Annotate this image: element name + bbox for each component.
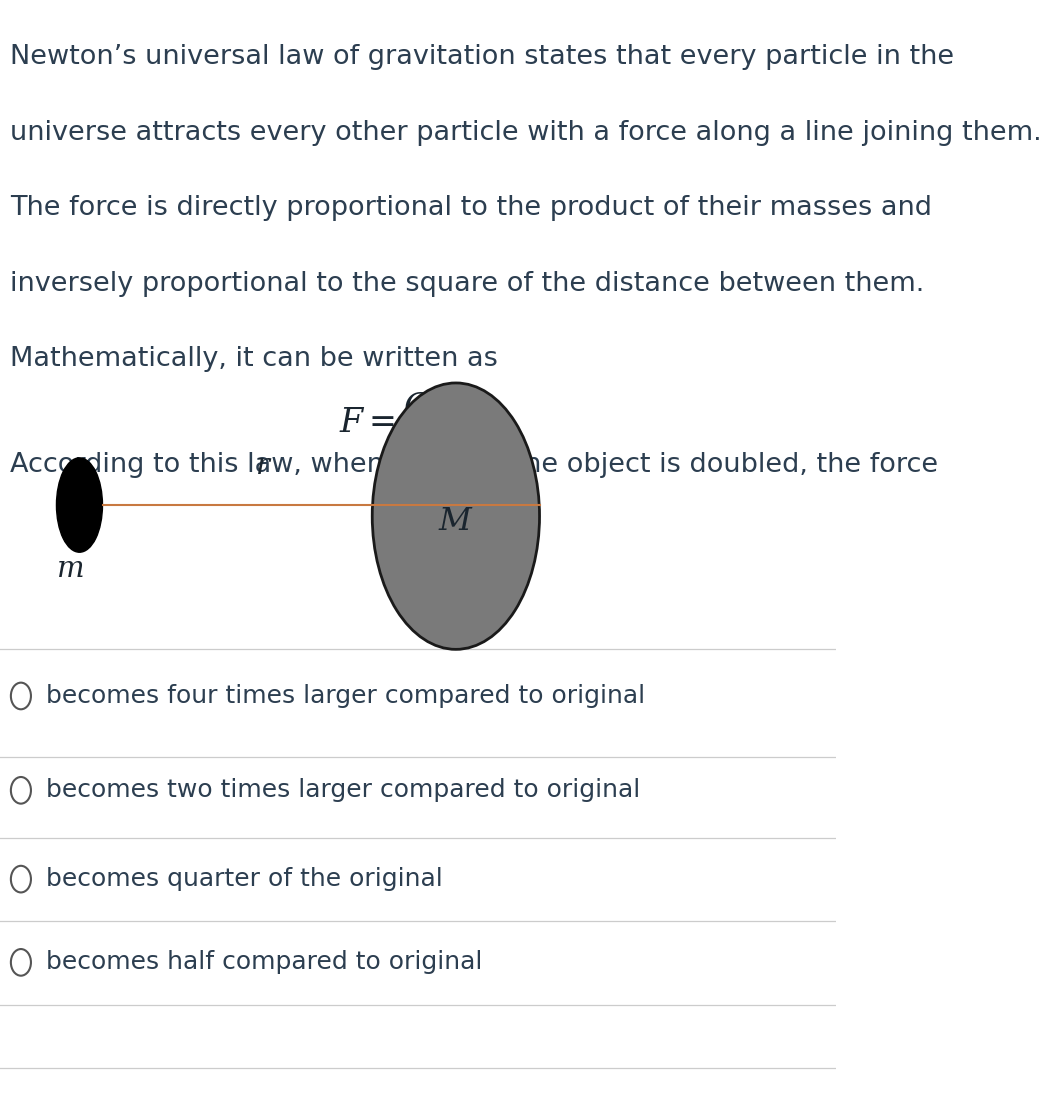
Text: $r$: $r$ bbox=[255, 452, 272, 480]
Text: $F = \dfrac{GMm}{r^2}$: $F = \dfrac{GMm}{r^2}$ bbox=[339, 391, 497, 461]
Ellipse shape bbox=[56, 457, 103, 552]
Text: The force is directly proportional to the product of their masses and: The force is directly proportional to th… bbox=[10, 195, 932, 221]
Text: inversely proportional to the square of the distance between them.: inversely proportional to the square of … bbox=[10, 271, 925, 296]
Text: Newton’s universal law of gravitation states that every particle in the: Newton’s universal law of gravitation st… bbox=[10, 44, 954, 70]
Text: universe attracts every other particle with a force along a line joining them.: universe attracts every other particle w… bbox=[10, 120, 1042, 145]
Text: becomes half compared to original: becomes half compared to original bbox=[45, 950, 482, 975]
Text: becomes quarter of the original: becomes quarter of the original bbox=[45, 867, 442, 891]
Text: Mathematically, it can be written as: Mathematically, it can be written as bbox=[10, 346, 498, 372]
Text: $m$: $m$ bbox=[56, 555, 84, 583]
Text: According to this law, when mass of one object is doubled, the force: According to this law, when mass of one … bbox=[10, 452, 938, 477]
Text: $M$: $M$ bbox=[438, 506, 474, 537]
Text: becomes two times larger compared to original: becomes two times larger compared to ori… bbox=[45, 778, 640, 803]
Text: becomes four times larger compared to original: becomes four times larger compared to or… bbox=[45, 684, 645, 708]
Ellipse shape bbox=[372, 383, 540, 649]
